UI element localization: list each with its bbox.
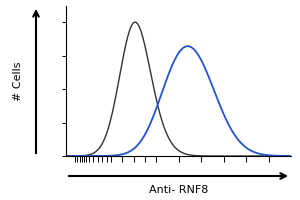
Text: Anti- RNF8: Anti- RNF8 [149, 185, 208, 195]
Text: # Cells: # Cells [13, 61, 23, 101]
